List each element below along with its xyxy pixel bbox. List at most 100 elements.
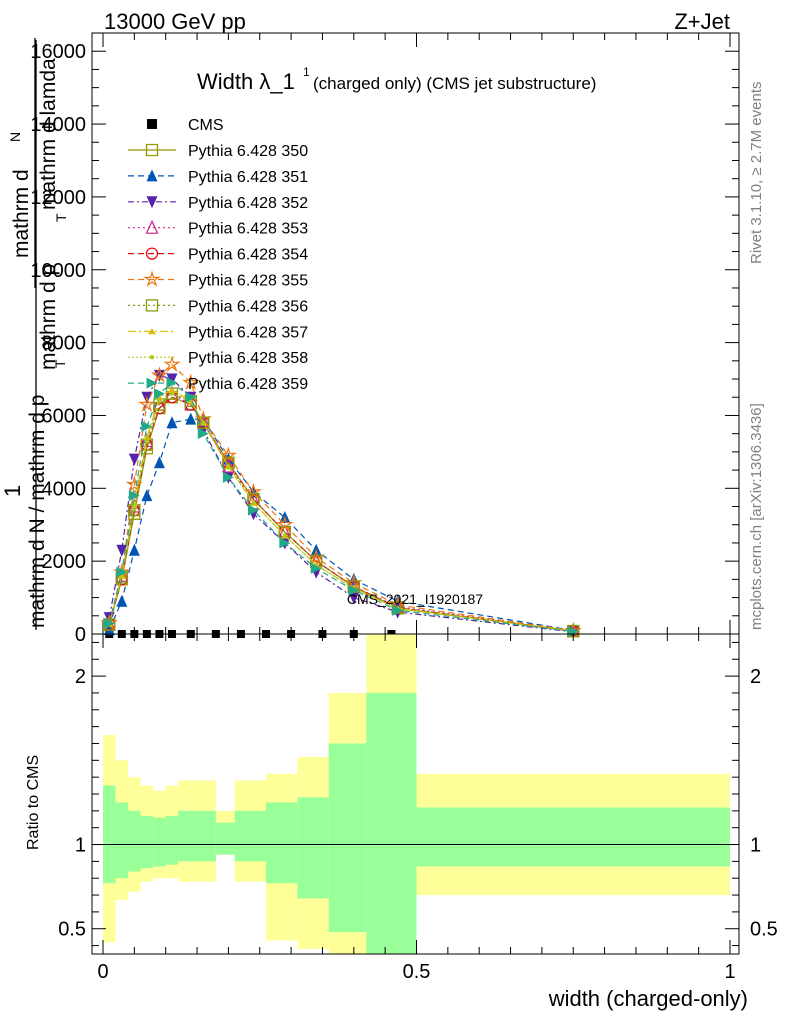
- series-point: [348, 584, 360, 596]
- series-point: [169, 391, 175, 396]
- analysis-watermark: CMS_2021_I1920187: [347, 591, 483, 607]
- ylabel-den-norm-t: T: [52, 359, 68, 368]
- ratio-y-tick-labels: 0.5 1 2: [58, 666, 86, 941]
- series-point: [201, 420, 206, 425]
- band-inner: [366, 692, 417, 954]
- series-point: [197, 416, 210, 429]
- ylabel-one: 1: [0, 485, 25, 497]
- legend-label: Pythia 6.428 351: [188, 169, 308, 186]
- legend-label: Pythia 6.428 354: [188, 247, 308, 264]
- legend-entry-353: Pythia 6.428 353: [128, 219, 308, 238]
- series-line: [108, 392, 574, 632]
- series-point: [163, 355, 181, 372]
- series-351: [103, 412, 579, 636]
- legend-entry-cms: CMS: [147, 117, 224, 134]
- band-inner: [128, 810, 141, 872]
- legend-marker: [148, 328, 156, 335]
- series-point: [166, 416, 178, 429]
- legend-entry-356: Pythia 6.428 356: [128, 298, 308, 315]
- series-point: [276, 515, 294, 533]
- band-inner: [297, 797, 329, 899]
- main-y-tick-label: 10000: [30, 260, 86, 282]
- legend-marker: [145, 299, 159, 312]
- legend-entry-354: Pythia 6.428 354: [128, 247, 308, 264]
- series-point: [144, 438, 150, 444]
- series-350: [103, 391, 580, 638]
- series-point: [116, 566, 128, 578]
- ratio-y-axis-label: Ratio to CMS: [25, 755, 42, 850]
- mc-series: [100, 355, 582, 639]
- ratio-y-tick-label-right: 2: [750, 666, 761, 688]
- series-point: [103, 617, 115, 629]
- x-tick-label: 1: [724, 961, 735, 983]
- series-point: [128, 543, 140, 556]
- main-y-tick-label: 14000: [30, 114, 86, 136]
- series-point: [348, 592, 360, 605]
- ylabel-den-dlamda: mathrm d lamda: [37, 58, 60, 210]
- x-tick-label: 0.5: [403, 961, 431, 983]
- band-inner: [215, 822, 235, 855]
- series-point: [244, 482, 263, 500]
- series-point: [150, 366, 169, 383]
- legend-label-cms: CMS: [188, 117, 224, 134]
- series-354: [103, 391, 580, 638]
- series-line: [108, 392, 574, 632]
- series-358: [107, 391, 576, 634]
- x-axis-label: width (charged-only): [548, 986, 748, 1011]
- legend-label: Pythia 6.428 356: [188, 298, 308, 315]
- series-point: [138, 395, 156, 412]
- series-line: [108, 396, 574, 632]
- legend-marker: [146, 169, 158, 182]
- main-title: Width λ_1 1 (charged only) (CMS jet subs…: [197, 65, 596, 94]
- ylabel-den-norm: mathrm d N / mathrm d p: [26, 395, 49, 628]
- series-point: [185, 391, 197, 403]
- legend-label: Pythia 6.428 352: [188, 195, 308, 212]
- series-point: [141, 420, 153, 432]
- x-tick-label: 0: [97, 961, 108, 983]
- series-point: [226, 464, 231, 469]
- rivet-label: Rivet 3.1.10, ≥ 2.7M events: [748, 82, 765, 265]
- main-title-superscript: 1: [303, 65, 310, 79]
- main-title-rest: (charged only) (CMS jet substructure): [313, 74, 596, 93]
- series-point: [128, 453, 140, 466]
- legend-entry-357: Pythia 6.428 357: [128, 324, 308, 341]
- series-point: [157, 398, 162, 404]
- series-point: [142, 434, 151, 441]
- main-y-tick-labels: 0 2000 4000 6000 8000 10000 12000 14000 16000: [30, 41, 86, 646]
- series-point: [247, 504, 259, 516]
- series-line: [108, 396, 574, 632]
- main-plot: 0 2000 4000 6000 8000 10000 12000 14000 16000 CM…: [30, 32, 740, 646]
- legend: CMS Pythia 6.428 350 Pythia 6.428 351 Pythi…: [128, 117, 308, 393]
- band-inner: [140, 815, 154, 869]
- band-inner: [234, 810, 267, 862]
- legend-entry-359: Pythia 6.428 359: [128, 376, 308, 393]
- series-line: [108, 392, 574, 632]
- main-title-text: Width λ_1: [197, 69, 295, 94]
- legend-label: Pythia 6.428 353: [188, 221, 308, 238]
- series-line: [108, 418, 574, 631]
- ratio-plot: 0.512 0.512 0 0.5 1: [58, 633, 778, 983]
- series-352: [103, 369, 579, 639]
- band-inner: [103, 785, 116, 884]
- series-point: [141, 489, 153, 502]
- ylabel-den-dpt: mathrm d p: [37, 264, 60, 370]
- legend-marker-cms: [147, 119, 157, 129]
- series-line: [108, 363, 574, 632]
- series-point: [185, 412, 197, 425]
- series-357: [105, 386, 578, 635]
- series-point: [182, 373, 200, 391]
- band-inner: [178, 810, 216, 862]
- series-point: [167, 386, 176, 393]
- legend-marker: [149, 355, 155, 360]
- ratio-y-tick-labels-right: 0.5 1 2: [750, 666, 778, 941]
- series-point: [222, 471, 234, 483]
- series-point: [392, 604, 404, 616]
- series-line: [108, 381, 574, 633]
- mcplots-label: mcplots.cern.ch [arXiv:1306.3436]: [748, 403, 765, 630]
- series-point: [116, 594, 128, 607]
- main-y-tick-label: 6000: [42, 405, 87, 427]
- main-y-tick-label: 0: [75, 624, 86, 646]
- ratio-axis-ticks: [92, 634, 739, 954]
- legend-entry-352: Pythia 6.428 352: [128, 195, 308, 212]
- ylabel-num-sup: N: [7, 132, 23, 142]
